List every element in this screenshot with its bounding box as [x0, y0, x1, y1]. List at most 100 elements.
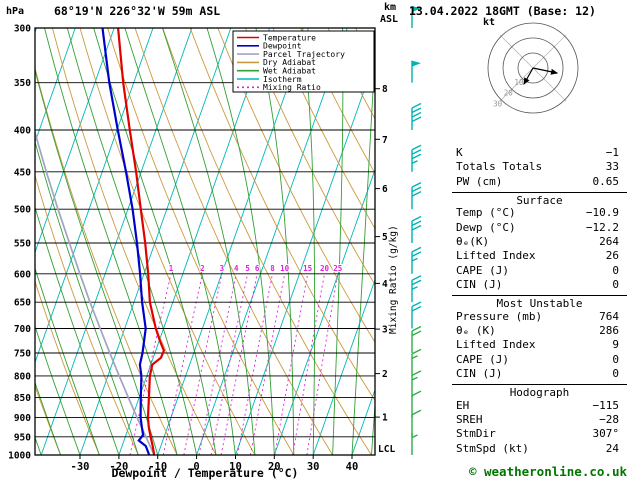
isotherm-line [35, 28, 154, 364]
wind-barb-half-feather [411, 286, 418, 290]
most-unstable-stat-row: Lifted Index 9 [452, 338, 627, 352]
asl-axis-unit: ASL [380, 14, 399, 25]
mixing-ratio-value-label: 2 [200, 264, 205, 273]
hodograph-ring [517, 52, 549, 84]
pressure-tick-labels: 300 350 400 450 500 550 600 650 700 750 800 850 900 9… [8, 24, 31, 462]
hodograph-stat-row: StmDir 307° [452, 427, 627, 441]
wind-barb [411, 144, 422, 172]
wind-barb-feather [411, 215, 422, 222]
wind-barb-half-feather [411, 376, 418, 381]
most-unstable-stat-label: Lifted Index [456, 338, 536, 352]
wind-barb-feather [411, 182, 422, 188]
hodograph-ring-label: 10 [514, 78, 524, 87]
wind-barb-feather [411, 275, 422, 281]
x-tick-label: 10 [229, 461, 242, 473]
surface-stat-label: Lifted Index [456, 249, 536, 263]
mixing-ratio-value-label: 4 [234, 264, 239, 273]
datetime-title: 13.04.2022 18GMT (Base: 12) [409, 4, 596, 18]
legend-label: Mixing Ratio [263, 83, 321, 92]
x-tick-label: 0 [193, 461, 199, 473]
isotherm-line [35, 28, 76, 144]
wind-barb-feather [411, 325, 422, 332]
surface-stat-row: CAPE (J) 0 [452, 264, 627, 278]
legend-label: Parcel Trajectory [263, 50, 345, 59]
hodograph-stat-label: EH [456, 398, 470, 412]
most-unstable-stat-row: CAPE (J) 0 [452, 353, 627, 367]
wind-barb [411, 102, 422, 130]
hodograph-stat-label: SREH [456, 412, 483, 426]
most-unstable-stat-label: CAPE (J) [456, 352, 509, 366]
hodograph-stat-row: StmSpd (kt) 24 [452, 442, 627, 456]
surface-stat-row: θₑ(K) 264 [452, 235, 627, 249]
wind-barb-feather [411, 102, 422, 109]
wind-barb [411, 275, 422, 303]
hodograph-ring-label: 20 [504, 89, 514, 98]
mixing-ratio-value-label: 25 [333, 264, 342, 273]
surface-stat-value: −10.9 [585, 206, 619, 220]
legend-box [232, 30, 375, 93]
x-tick-label: -20 [109, 461, 128, 473]
km-tick-label: 7 [382, 135, 388, 146]
x-tick-label: -10 [148, 461, 167, 473]
pressure-tick-label: 800 [14, 371, 31, 382]
surface-section-header: Surface [452, 191, 627, 207]
km-tick-label: 1 [382, 413, 388, 424]
wind-barb-feather [411, 246, 422, 253]
legend-label: Dewpoint [263, 42, 302, 51]
wet-adiabat-line [35, 381, 62, 455]
wind-barb [411, 215, 422, 243]
temperature-curve [117, 28, 166, 455]
surface-stat-row: CIN (J) 0 [452, 278, 627, 292]
most-unstable-stat-row: CIN (J) 0 [452, 367, 627, 381]
wind-barb-feather [411, 279, 422, 286]
isotherm-line [312, 278, 375, 455]
km-axis-unit: km [384, 2, 397, 13]
pressure-tick-label: 950 [14, 432, 31, 443]
copyright: © weatheronline.co.uk [468, 464, 627, 479]
wind-barb-half-feather [411, 434, 418, 439]
surface-stat-value: −12.2 [585, 220, 619, 234]
km-tick-label: 3 [382, 325, 388, 336]
stat-value: 0.65 [592, 174, 620, 188]
surface-stat-label: θₑ(K) [456, 234, 490, 248]
wind-barb-half-feather [411, 355, 418, 359]
most-unstable-stat-value: 0 [612, 352, 619, 366]
legend-label: Dry Adiabat [263, 58, 316, 67]
hodograph-ring [502, 37, 564, 99]
surface-stat-row: Lifted Index 26 [452, 249, 627, 263]
surface-stat-label: CAPE (J) [456, 263, 509, 277]
km-tick-label: 8 [382, 84, 388, 95]
wind-barb-feather [411, 370, 422, 376]
most-unstable-rows: Pressure (mb) 764 θₑ (K) 286 Lifted Index 9 CA… [452, 310, 627, 381]
pressure-tick-label: 300 [14, 24, 31, 35]
wind-barb [411, 182, 422, 210]
pressure-tick-label: 600 [14, 269, 31, 280]
surface-stat-value: 264 [599, 234, 619, 248]
hodograph-trace [523, 67, 534, 86]
isotherm-line [157, 28, 309, 455]
pressure-tick-label: 400 [14, 126, 31, 137]
hodograph-stat-value: −115 [592, 398, 620, 412]
wind-barb [411, 370, 422, 398]
stat-value: −1 [605, 146, 619, 159]
surface-rows: Temp (°C) −10.9 Dewp (°C) −12.2 θₑ(K) 264 Lift… [452, 206, 627, 292]
hodograph-stat-value: 307° [592, 427, 620, 441]
mixing-ratio-value-label: 6 [255, 264, 260, 273]
pressure-tick-label: 1000 [8, 451, 31, 462]
x-tick-label: 40 [346, 461, 359, 473]
surface-stat-label: CIN (J) [456, 277, 503, 291]
km-axis: 1 2 3 4 5 6 7 8 [375, 84, 388, 424]
mixing-ratio-axis-label: Mixing Ratio (g/kg) [388, 225, 399, 334]
wind-barb-feather [411, 251, 422, 257]
surface-stat-value: 26 [605, 249, 619, 263]
surface-stat-value: 0 [612, 263, 619, 277]
wind-barb [411, 390, 422, 418]
surface-stat-label: Temp (°C) [456, 206, 516, 220]
km-tick-label: 4 [382, 279, 388, 290]
pressure-tick-label: 500 [14, 205, 31, 216]
hodograph-stat-row: EH −115 [452, 399, 627, 413]
pressure-tick-label: 850 [14, 393, 31, 404]
isotherm-line [79, 28, 232, 455]
pressure-axis-unit: hPa [6, 6, 25, 17]
wind-barb-feather [411, 224, 422, 231]
